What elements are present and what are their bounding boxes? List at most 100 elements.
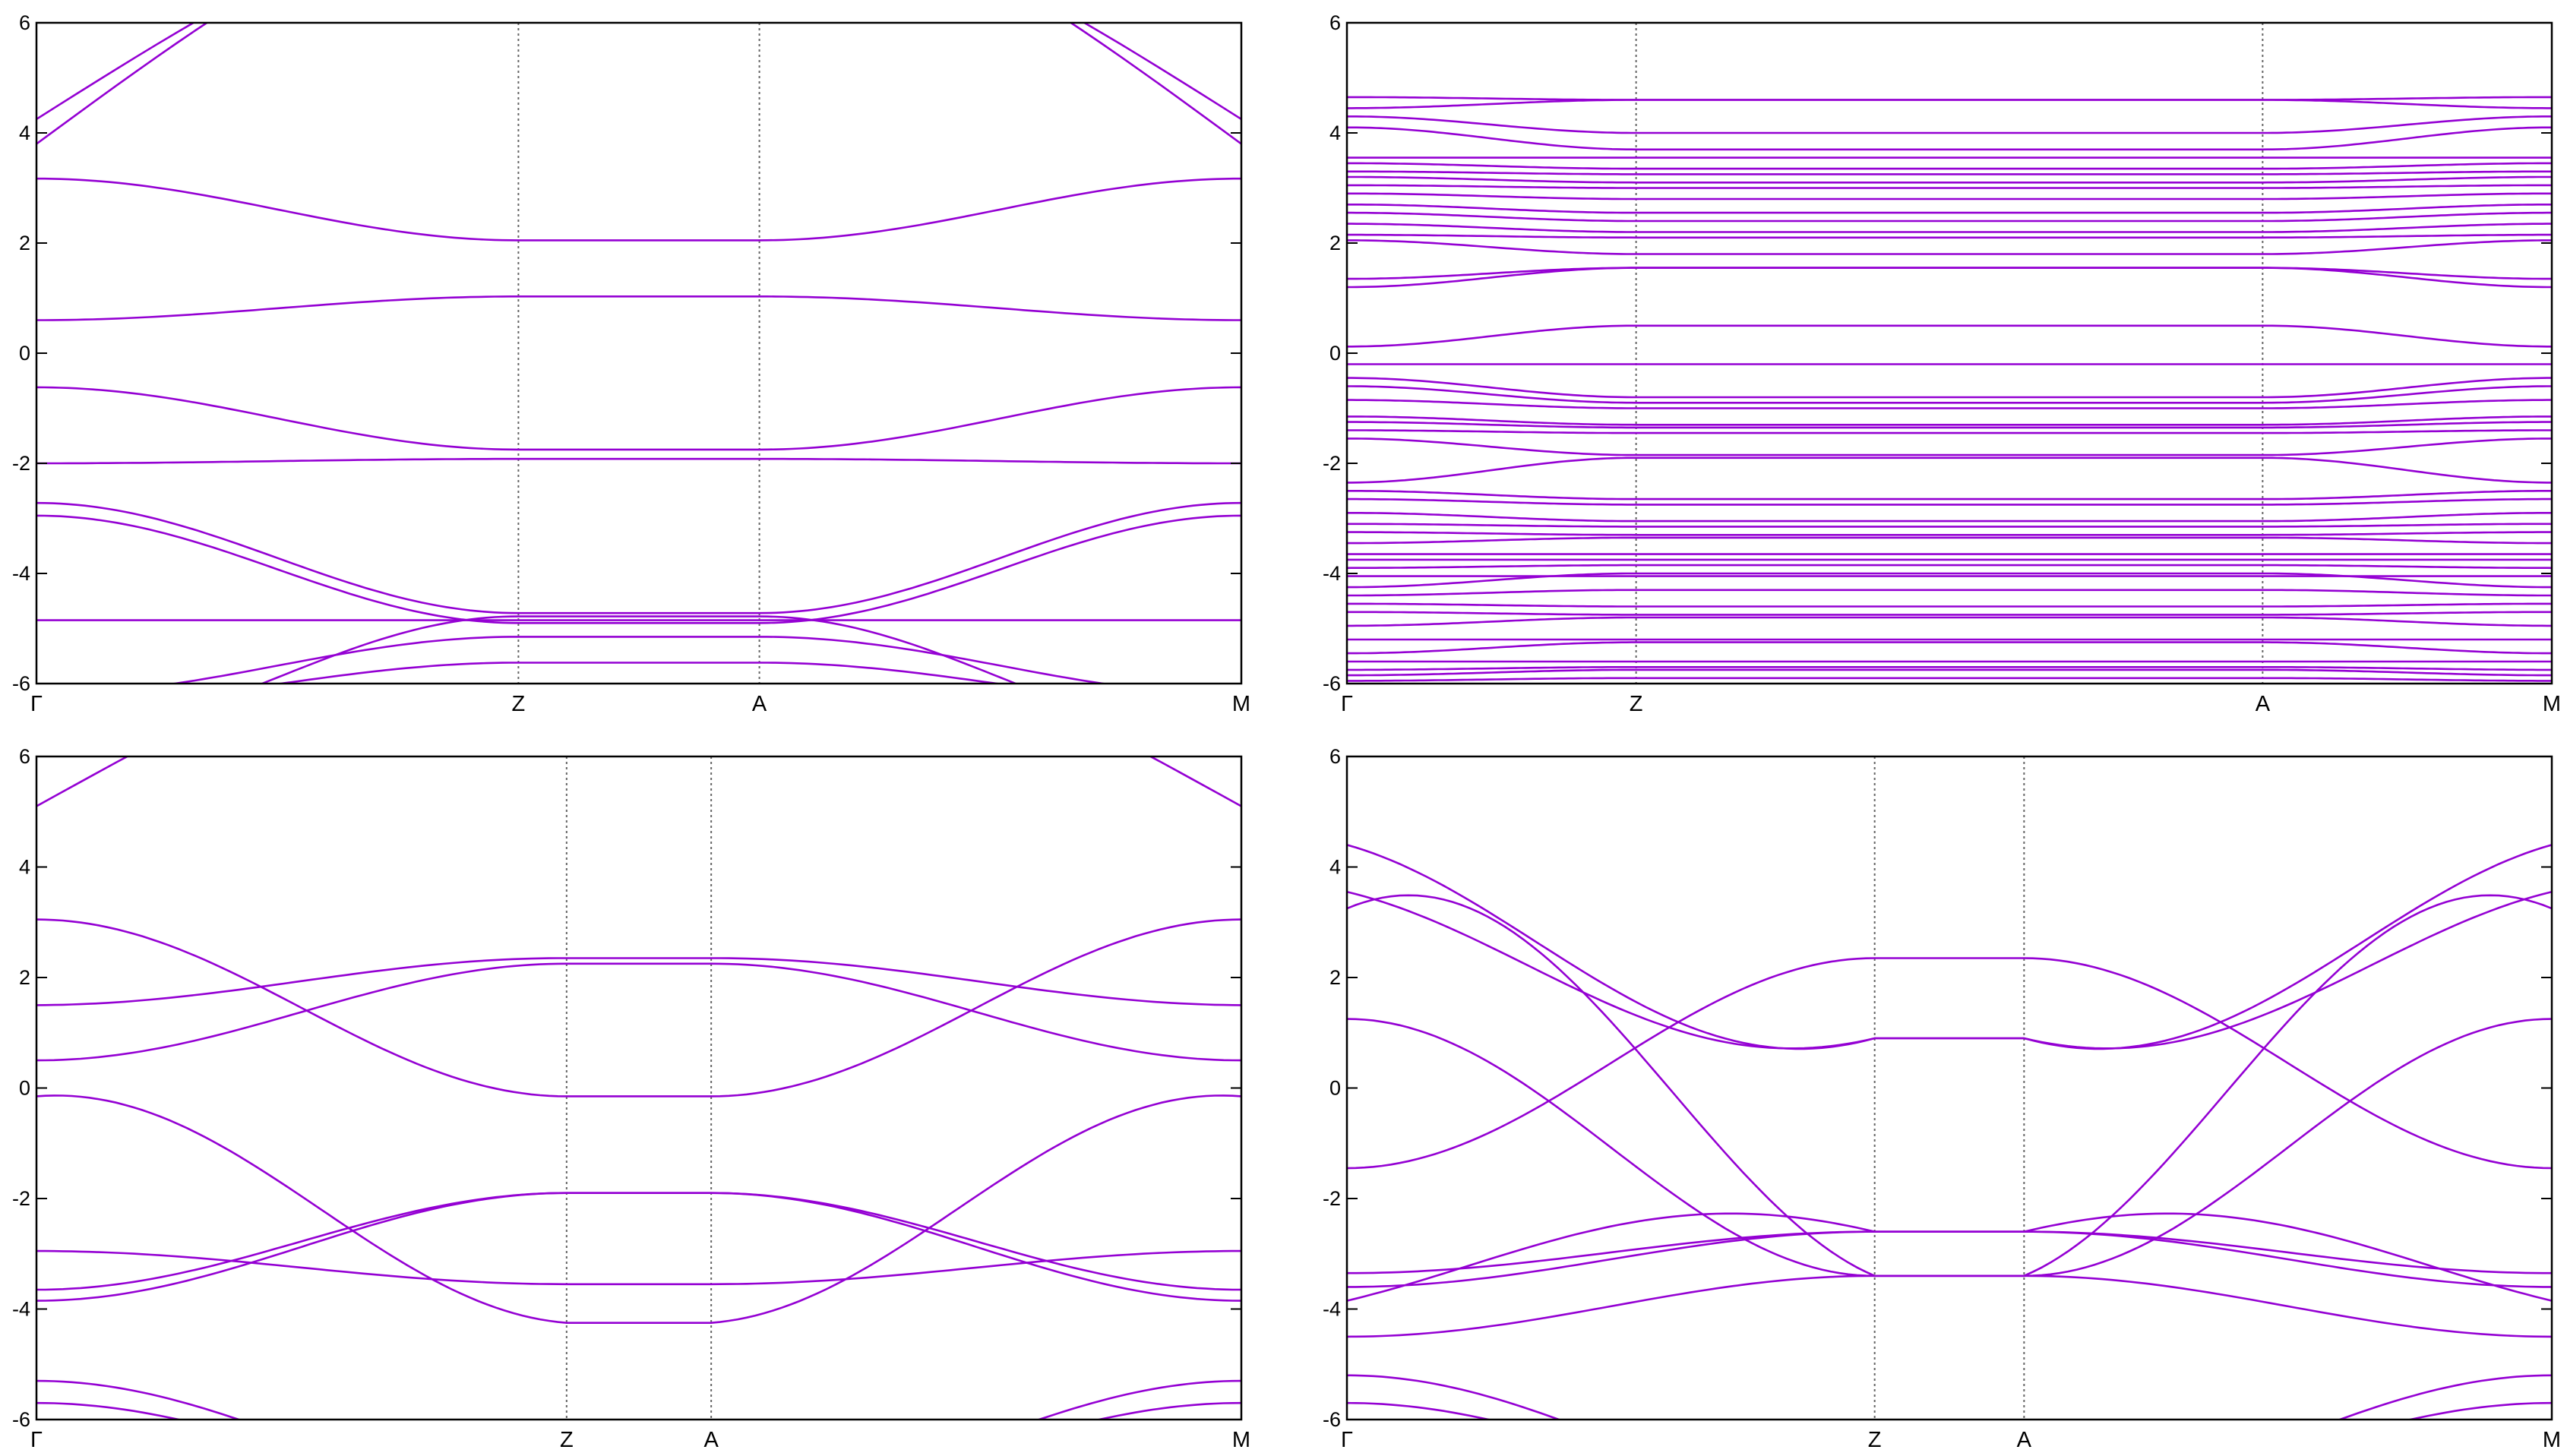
- band-line: [36, 1401, 1241, 1420]
- band-line: [1347, 456, 2552, 484]
- y-tick-label: -2: [12, 1187, 30, 1210]
- y-tick-label: -2: [1323, 452, 1341, 475]
- band-line: [1347, 641, 2552, 655]
- band-line: [36, 501, 1241, 614]
- band-line: [1347, 1018, 2552, 1278]
- y-tick-label: -6: [1323, 1408, 1341, 1431]
- band-line: [1347, 536, 2552, 545]
- bands-group: [36, 756, 1241, 1420]
- band-line: [1347, 239, 2552, 255]
- y-tick-label: 4: [19, 122, 30, 144]
- band-line: [36, 386, 1241, 451]
- y-tick-label: -4: [12, 1298, 30, 1321]
- y-tick-label: -6: [12, 672, 30, 695]
- band-line: [36, 457, 1241, 465]
- band-line: [1347, 677, 2552, 682]
- kpoint-label: A: [2017, 1428, 2032, 1452]
- band-line: [1347, 126, 2552, 151]
- band-line: [1347, 957, 2552, 1170]
- y-tick-label: 4: [1329, 122, 1341, 144]
- kpoint-label: Z: [560, 1428, 574, 1452]
- y-tick-label: 2: [19, 966, 30, 989]
- band-line: [1347, 204, 2552, 214]
- kpoint-label: M: [2543, 1428, 2561, 1452]
- kpoint-label: Γ: [30, 692, 43, 716]
- band-line: [1347, 1401, 2552, 1420]
- y-tick-label: -6: [1323, 672, 1341, 695]
- band-line: [36, 957, 1241, 1006]
- band-line: [36, 1379, 1241, 1420]
- band-line: [1347, 184, 2552, 189]
- y-tick-label: 2: [19, 232, 30, 254]
- band-line: [1347, 844, 2552, 1050]
- band-line: [1347, 223, 2552, 233]
- kpoint-label: Z: [1630, 692, 1643, 716]
- band-line: [36, 962, 1241, 1062]
- band-line: [1347, 377, 2552, 399]
- band-line: [1347, 616, 2552, 627]
- bands-group: [1347, 844, 2552, 1420]
- y-tick-label: 2: [1329, 966, 1341, 989]
- panel-top-left: 6 4 2 0 -2 -4 -6Γ Z A M: [12, 11, 1250, 716]
- band-line: [1347, 233, 2552, 239]
- band-line: [36, 1094, 1241, 1324]
- band-line: [1347, 385, 2552, 404]
- band-line: [36, 23, 1241, 145]
- band-line: [1347, 490, 2552, 501]
- band-line: [1347, 99, 2552, 109]
- band-line: [1347, 1230, 2552, 1288]
- y-tick-label: 4: [1329, 856, 1341, 879]
- band-line: [168, 636, 1110, 684]
- band-line: [1347, 437, 2552, 456]
- kpoint-label: Γ: [30, 1428, 43, 1452]
- y-tick-label: 6: [19, 11, 30, 34]
- band-line: [36, 295, 1241, 321]
- band-line: [1347, 267, 2552, 289]
- y-tick-label: 2: [1329, 232, 1341, 254]
- band-line: [1347, 611, 2552, 616]
- band-line: [36, 1249, 1241, 1286]
- band-line: [36, 1192, 1241, 1302]
- band-line: [1347, 162, 2552, 170]
- kpoint-label: Z: [512, 692, 526, 716]
- bands-group: [36, 23, 1241, 684]
- y-tick-label: 4: [19, 856, 30, 879]
- kpoint-label: M: [2543, 692, 2561, 716]
- y-tick-label: -4: [1323, 562, 1341, 585]
- band-line: [1347, 602, 2552, 608]
- band-line: [36, 918, 1241, 1098]
- band-line: [1347, 399, 2552, 409]
- band-line: [36, 1192, 1241, 1291]
- y-tick-label: -4: [12, 562, 30, 585]
- plot-frame: [1345, 21, 2553, 685]
- band-line: [1347, 512, 2552, 523]
- band-line: [1347, 211, 2552, 223]
- y-tick-label: 0: [1329, 342, 1341, 365]
- band-line: [1347, 531, 2552, 536]
- band-line: [1347, 564, 2552, 570]
- band-line: [1347, 115, 2552, 134]
- bands-group: [1347, 96, 2552, 682]
- band-line: [1347, 890, 2552, 1050]
- kpoint-label: Γ: [1341, 1428, 1353, 1452]
- band-line: [1347, 415, 2552, 426]
- plot-frame: [35, 755, 1243, 1421]
- band-line: [259, 615, 1019, 684]
- band-line: [1347, 1230, 2552, 1274]
- kpoint-label: Z: [1868, 1428, 1882, 1452]
- band-line: [1347, 523, 2552, 528]
- y-tick-label: -2: [1323, 1187, 1341, 1210]
- y-tick-label: 6: [1329, 745, 1341, 768]
- band-line: [1347, 1374, 2552, 1420]
- kpoint-label: A: [703, 1428, 719, 1452]
- band-line: [1347, 1274, 2552, 1338]
- band-line: [1347, 192, 2552, 201]
- band-line: [1347, 324, 2552, 348]
- y-tick-label: -2: [12, 452, 30, 475]
- kpoint-label: A: [2256, 692, 2271, 716]
- kpoint-label: Γ: [1341, 692, 1353, 716]
- panel-bottom-right: 6 4 2 0 -2 -4 -6Γ Z A M: [1323, 745, 2561, 1452]
- band-line: [36, 756, 1241, 807]
- y-tick-label: -4: [1323, 1298, 1341, 1321]
